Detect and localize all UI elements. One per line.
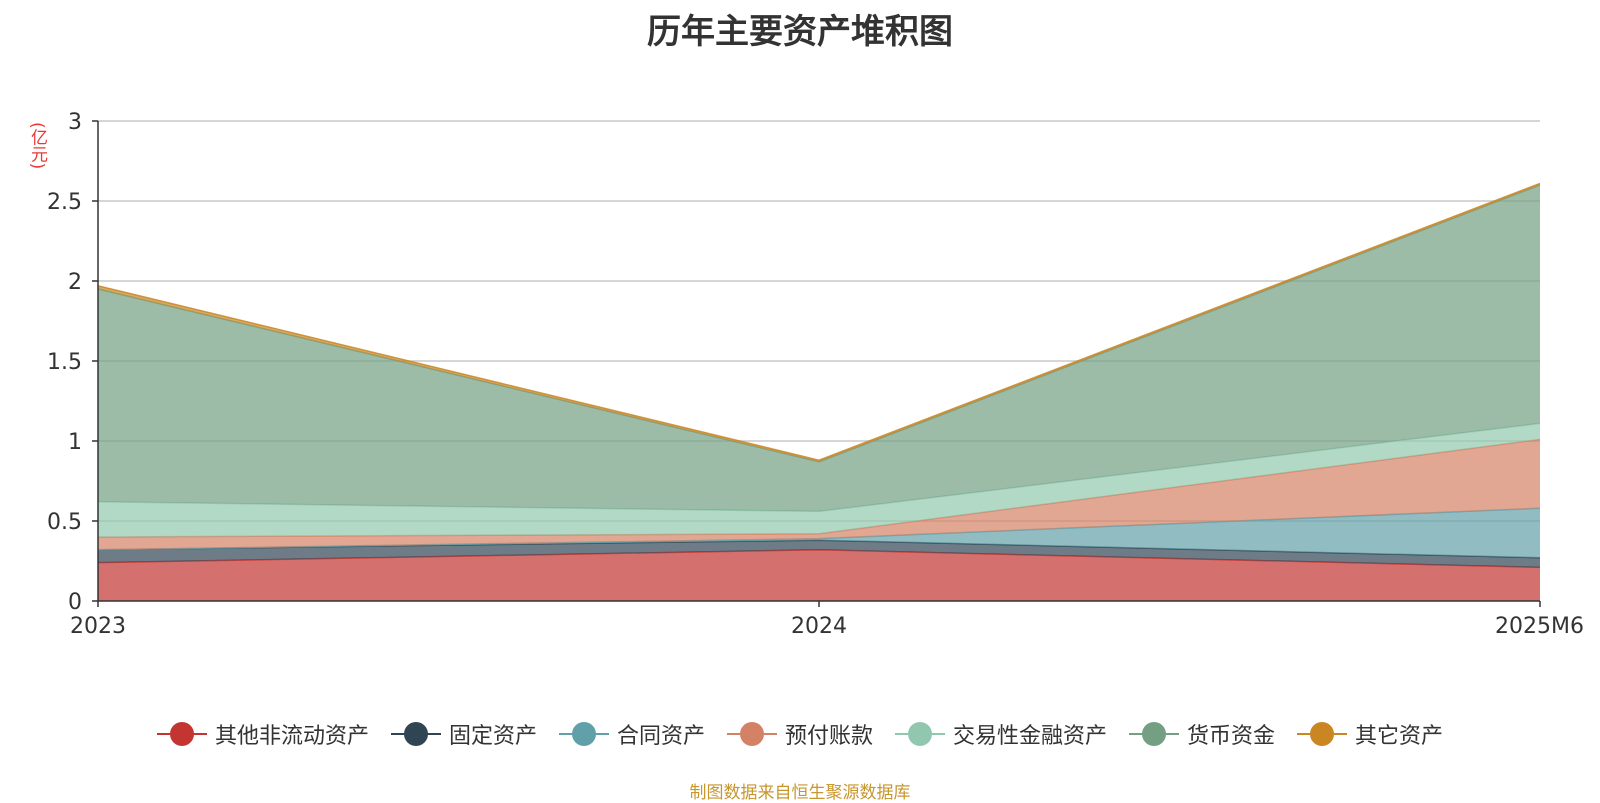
area-series-4	[98, 423, 1540, 537]
legend-label: 交易性金融资产	[953, 724, 1108, 749]
legend-marker-icon	[726, 721, 777, 747]
legend-marker-icon	[156, 721, 207, 747]
legend-label: 预付账款	[784, 724, 873, 749]
y-tick-label: 3	[68, 110, 82, 135]
legend-item-4[interactable]: 交易性金融资产	[895, 718, 1107, 750]
legend-item-3[interactable]: 预付账款	[726, 718, 873, 750]
legend-marker-icon	[558, 721, 609, 747]
x-tick-label: 2023	[70, 614, 126, 639]
area-layer	[97, 182, 1541, 601]
legend-label: 其它资产	[1355, 724, 1444, 749]
legend-label: 其他非流动资产	[214, 724, 369, 749]
area-series-2	[98, 508, 1540, 558]
y-tick-label: 2.5	[47, 190, 82, 215]
data-source-note: 制图数据来自恒生聚源数据库	[689, 783, 911, 803]
area-series-3	[98, 439, 1540, 550]
legend-item-0[interactable]: 其他非流动资产	[156, 718, 369, 750]
legend-item-6[interactable]: 其它资产	[1297, 718, 1443, 750]
y-tick-label: 0.5	[47, 510, 82, 535]
x-tick-label: 2025M6	[1495, 614, 1584, 639]
area-series-1	[98, 540, 1540, 568]
legend-marker-icon	[895, 721, 945, 747]
legend-item-2[interactable]: 合同资产	[558, 718, 705, 750]
y-tick-label: 1.5	[47, 350, 82, 375]
x-tick-label: 2024	[791, 614, 847, 639]
legend-item-5[interactable]: 货币资金	[1129, 718, 1275, 750]
y-tick-label: 0	[68, 590, 82, 615]
legend-marker-icon	[1129, 721, 1180, 747]
axis-layer: 0 0.5 1 1.5 2 2.5 3 2023 2024 2025M6	[47, 110, 1584, 639]
y-tick-label: 2	[68, 270, 82, 295]
line-series-6	[97, 182, 1541, 461]
legend: 其他非流动资产 固定资产 合同资产 预付账款 交易性金融资产 货币资金 其它资产	[0, 718, 1600, 750]
area-series-0	[98, 549, 1540, 601]
area-series-5	[98, 185, 1540, 512]
legend-label: 合同资产	[616, 724, 705, 749]
legend-label: 货币资金	[1187, 724, 1276, 749]
legend-item-1[interactable]: 固定资产	[390, 718, 537, 750]
chart-title: 历年主要资产堆积图	[647, 12, 953, 52]
legend-marker-icon	[1297, 721, 1348, 747]
legend-marker-icon	[390, 721, 441, 747]
y-axis-unit-label: (亿元)	[27, 122, 47, 170]
legend-label: 固定资产	[448, 724, 537, 749]
y-tick-label: 1	[68, 430, 82, 455]
